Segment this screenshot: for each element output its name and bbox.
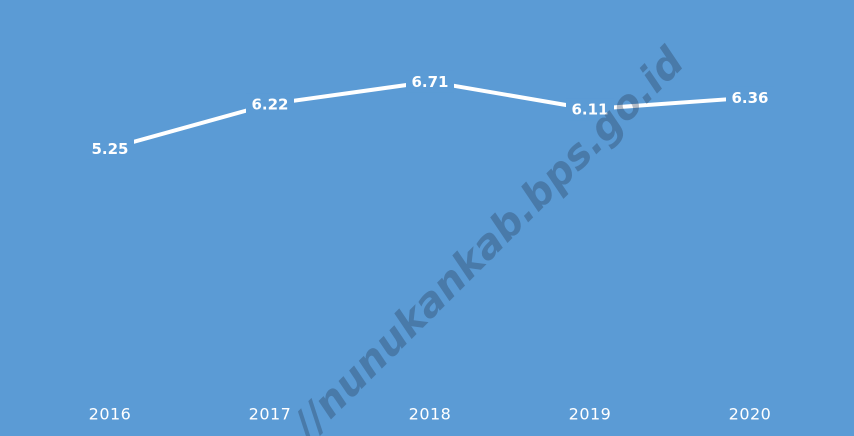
label-bg xyxy=(246,93,294,116)
label-bg xyxy=(86,137,134,160)
data-label: 6.11 xyxy=(571,101,608,119)
x-tick-label: 2016 xyxy=(89,405,132,424)
data-label: 5.25 xyxy=(91,140,128,158)
data-label: 6.22 xyxy=(251,96,288,114)
x-tick-label: 2020 xyxy=(729,405,772,424)
plot: 5.25 6.22 6.71 6.11 6.36 2016 2017 2018 2019 2020 xyxy=(86,70,774,424)
label-bg xyxy=(406,70,454,93)
x-tick-label: 2018 xyxy=(409,405,452,424)
data-label: 6.71 xyxy=(411,73,448,91)
data-label: 6.36 xyxy=(731,89,768,107)
x-tick-label: 2019 xyxy=(569,405,612,424)
label-bg xyxy=(726,86,774,109)
x-tick-label: 2017 xyxy=(249,405,292,424)
label-bg xyxy=(566,98,614,121)
